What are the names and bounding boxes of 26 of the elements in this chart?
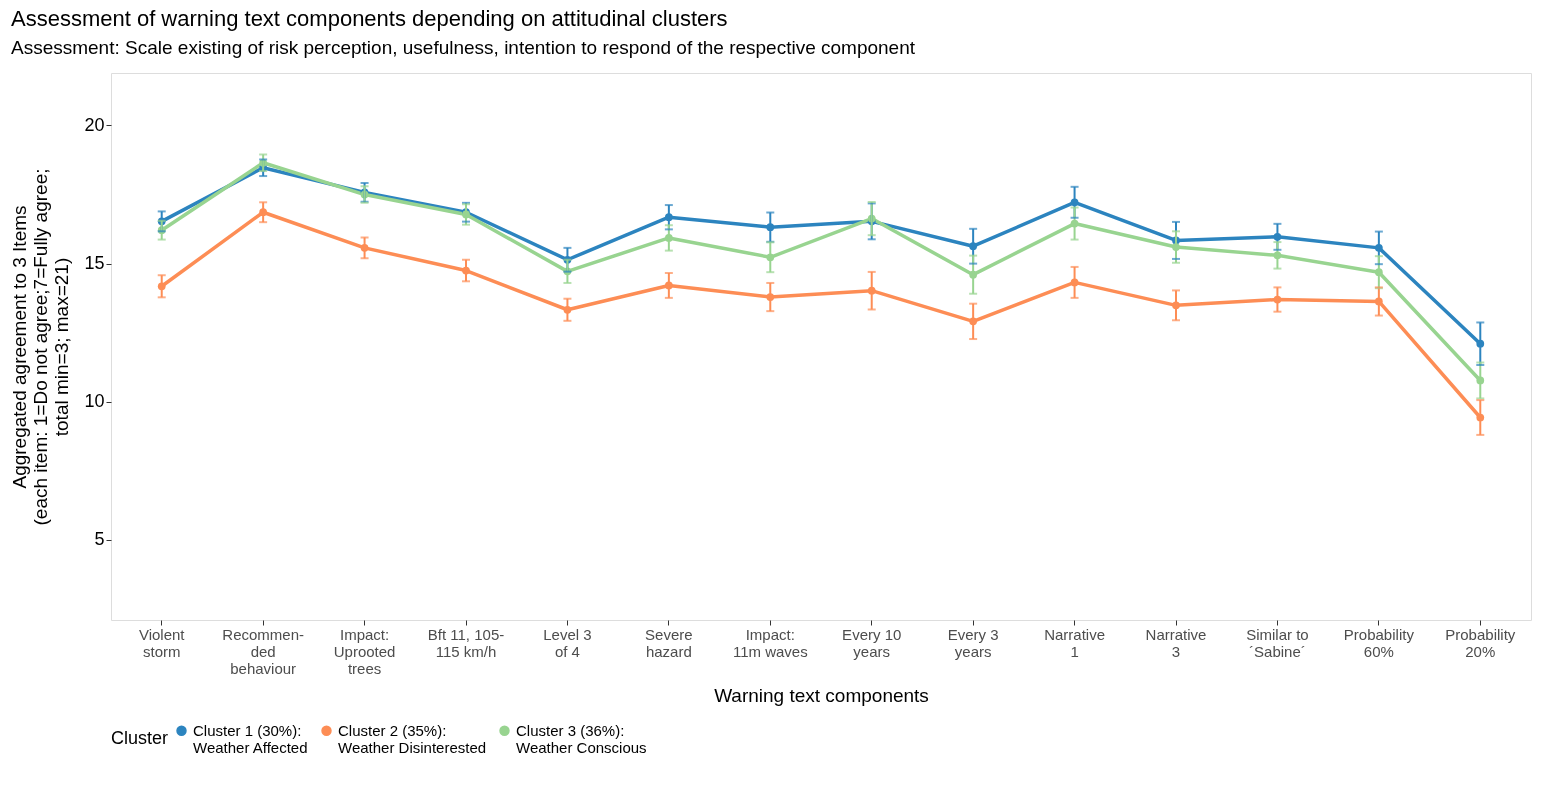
y-axis-title: Aggregated agreement to 3 Items (each item: 1=Do not agree;7=Fully agree; total min=3; max=21) [9, 168, 73, 526]
x-tick-label: Narrative 1 [1044, 625, 1105, 660]
legend-label: Cluster 1 (30%): Weather Affected [193, 721, 308, 756]
y-tick-label: 5 [94, 529, 105, 550]
chart-subtitle: Assessment: Scale existing of risk perception, usefulness, intention to respond of the respective component [10, 37, 916, 58]
y-tick-label: 20 [84, 114, 105, 135]
chart-title: Assessment of warning text components depending on attitudinal clusters [10, 6, 728, 31]
x-tick-label: Probability 60% [1343, 625, 1415, 660]
x-tick-label: Severe hazard [645, 625, 693, 660]
x-axis-title: Warning text components [714, 684, 929, 706]
x-tick-label: Recommen- ded behaviour [222, 625, 304, 677]
y-tick-label: 10 [84, 391, 105, 412]
x-tick-label: Every 10 years [842, 625, 902, 660]
x-tick-label: Bft 11, 105- 115 km/h [427, 625, 505, 660]
x-tick-label: Level 3 of 4 [543, 625, 592, 660]
x-tick-label: Every 3 years [947, 625, 999, 660]
legend-title: Cluster [111, 728, 169, 748]
x-tick-label: Impact: Uprooted trees [333, 625, 396, 677]
x-tick-label: Violent storm [138, 625, 186, 660]
x-tick-label: Narrative 3 [1145, 625, 1207, 660]
x-tick-label: Impact: 11m waves [732, 625, 808, 660]
legend-label: Cluster 2 (35%): Weather Disinterested [338, 721, 487, 756]
x-tick-label: Similar to ´Sabine´ [1246, 625, 1309, 660]
legend-label: Cluster 3 (36%): Weather Conscious [516, 721, 647, 756]
x-tick-label: Probability 20% [1445, 625, 1516, 660]
y-tick-label: 15 [84, 253, 105, 274]
